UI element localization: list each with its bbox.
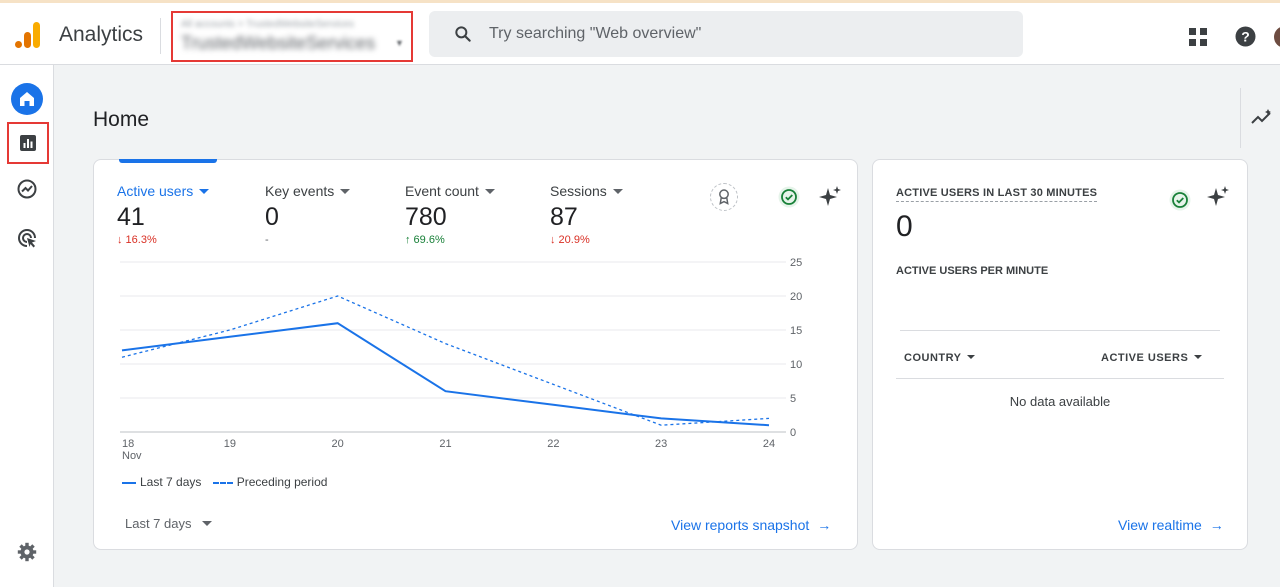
metric-change: ↓ 16.3% <box>117 234 157 246</box>
x-tick-label: 24 <box>763 438 775 450</box>
empty-state: No data available <box>1009 394 1111 409</box>
x-tick-label: 19 <box>224 438 236 450</box>
chevron-down-icon <box>199 189 210 194</box>
sidebar <box>0 65 54 587</box>
metric-value: 0 <box>265 203 279 231</box>
insights-icon[interactable] <box>1250 108 1274 128</box>
x-tick-label: 18 <box>122 438 134 450</box>
chevron-down-icon <box>967 355 976 359</box>
help-icon[interactable]: ? <box>1235 26 1256 47</box>
date-range-selector[interactable]: Last 7 days <box>125 516 212 531</box>
sparkle-icon[interactable] <box>819 185 843 209</box>
metric-change: ↓ 20.9% <box>550 234 590 246</box>
chevron-down-icon: ▼ <box>395 38 404 48</box>
sparkle-icon[interactable] <box>1207 185 1231 209</box>
chevron-down-icon <box>484 189 495 194</box>
legend-label-current: Last 7 days <box>140 475 202 489</box>
realtime-title[interactable]: ACTIVE USERS IN LAST 30 MINUTES <box>896 187 1098 202</box>
divider <box>1240 88 1241 148</box>
realtime-per-minute-label: ACTIVE USERS PER MINUTE <box>896 265 1049 277</box>
avatar[interactable] <box>1274 26 1280 48</box>
legend-label-previous: Preceding period <box>236 475 328 489</box>
metric-label: Active users <box>117 183 210 199</box>
divider <box>896 378 1224 379</box>
divider <box>160 18 161 54</box>
apps-grid-icon[interactable] <box>1188 27 1208 47</box>
chevron-down-icon <box>1194 355 1203 359</box>
realtime-card: ACTIVE USERS IN LAST 30 MINUTES 0 ACTIVE… <box>872 159 1248 550</box>
view-reports-snapshot-link[interactable]: View reports snapshot → <box>671 517 832 533</box>
x-month-label: Nov <box>122 450 142 462</box>
explore-icon[interactable] <box>16 178 38 200</box>
analytics-logo-icon[interactable] <box>14 20 44 50</box>
svg-text:?: ? <box>1241 29 1250 45</box>
bar-chart-icon <box>20 135 36 151</box>
legend-swatch-solid <box>122 481 136 484</box>
arrow-right-icon: → <box>1209 517 1224 533</box>
x-tick-label: 22 <box>547 438 559 450</box>
realtime-value: 0 <box>896 210 913 243</box>
view-realtime-link[interactable]: View realtime → <box>1118 517 1224 533</box>
y-tick-label: 0 <box>790 427 796 439</box>
metric-sessions[interactable]: Sessions 87 ↓ 20.9% <box>550 183 623 246</box>
column-header-active-users[interactable]: ACTIVE USERS <box>1101 352 1203 364</box>
y-tick-label: 15 <box>790 325 802 337</box>
sidebar-item-reports[interactable] <box>7 122 49 164</box>
search-input[interactable] <box>489 23 989 45</box>
metric-active-users[interactable]: Active users 41 ↓ 16.3% <box>117 183 210 246</box>
series-line-last-7-days <box>121 322 770 427</box>
series-line-preceding-period <box>121 295 770 426</box>
legend-swatch-dashed <box>212 481 233 484</box>
line-chart: 0 5 10 15 20 25 18 19 20 21 22 23 24 Nov <box>120 258 802 462</box>
chevron-down-icon <box>201 521 212 526</box>
account-breadcrumb: All accounts > TrustedWebsiteServices <box>181 19 354 30</box>
column-header-country[interactable]: COUNTRY <box>904 352 976 364</box>
active-tab-indicator <box>119 159 217 163</box>
gear-icon[interactable] <box>17 542 37 562</box>
metric-label: Event count <box>405 183 495 199</box>
y-tick-label: 10 <box>790 359 802 371</box>
chevron-down-icon <box>612 189 623 194</box>
account-name: TrustedWebsiteServices <box>181 33 376 53</box>
metric-change: - <box>265 234 269 246</box>
app-title: Analytics <box>59 23 144 46</box>
metric-change: ↑ 69.6% <box>405 234 445 246</box>
x-tick-label: 21 <box>439 438 451 450</box>
y-tick-label: 20 <box>790 291 802 303</box>
y-tick-label: 5 <box>790 393 796 405</box>
search-icon <box>455 26 471 42</box>
advertising-icon[interactable] <box>16 227 38 249</box>
chart-legend: Last 7 days Preceding period <box>122 475 327 489</box>
check-circle-icon[interactable] <box>778 186 800 208</box>
home-icon <box>20 92 34 106</box>
chevron-down-icon <box>340 189 351 194</box>
top-bar: Analytics All accounts > TrustedWebsiteS… <box>0 0 1280 65</box>
achievement-badge-icon[interactable] <box>710 183 738 211</box>
metric-value: 41 <box>117 203 145 231</box>
y-tick-label: 25 <box>790 258 802 269</box>
metric-label: Key events <box>265 183 351 199</box>
sidebar-item-home[interactable] <box>11 83 43 115</box>
metric-value: 87 <box>550 203 578 231</box>
metric-key-events[interactable]: Key events 0 - <box>265 183 351 246</box>
search-bar[interactable] <box>429 11 1023 57</box>
x-tick-label: 23 <box>655 438 667 450</box>
overview-card: Active users 41 ↓ 16.3% Key events 0 - E… <box>93 159 858 550</box>
metric-event-count[interactable]: Event count 780 ↑ 69.6% <box>405 183 495 246</box>
x-tick-label: 20 <box>332 438 344 450</box>
arrow-right-icon: → <box>817 517 832 533</box>
check-circle-icon[interactable] <box>1169 189 1191 211</box>
metric-label: Sessions <box>550 183 623 199</box>
account-selector[interactable]: All accounts > TrustedWebsiteServices Tr… <box>171 11 413 62</box>
page-title: Home <box>93 108 150 131</box>
per-minute-chart-baseline <box>900 330 1220 331</box>
metric-value: 780 <box>405 203 447 231</box>
